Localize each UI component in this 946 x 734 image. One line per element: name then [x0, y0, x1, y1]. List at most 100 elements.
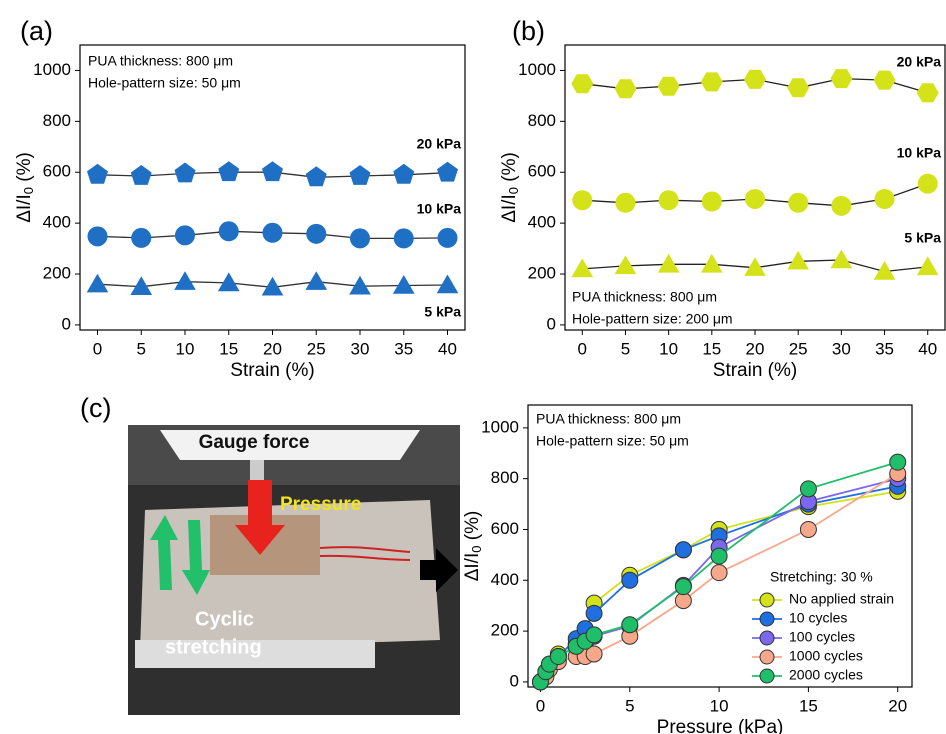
- y-label-unit: (%): [499, 152, 520, 187]
- x-tick-label: 25: [789, 339, 808, 358]
- x-axis-label: Strain (%): [230, 360, 314, 381]
- legend-label: 2000 cycles: [789, 667, 863, 683]
- x-tick-label: 15: [799, 696, 818, 715]
- y-tick-label: 200: [43, 264, 71, 283]
- x-tick-label: 0: [578, 339, 587, 358]
- x-tick-label: 5: [625, 696, 634, 715]
- note: Hole-pattern size: 200 μm: [572, 311, 733, 327]
- x-tick-label: 10: [176, 339, 195, 358]
- figure: Gauge force Pressure Cyclic stretching (…: [0, 0, 946, 734]
- marker: [131, 165, 152, 185]
- marker: [586, 627, 602, 643]
- series-label: 5 kPa: [424, 304, 461, 320]
- series-label: 5 kPa: [904, 230, 941, 246]
- marker: [874, 71, 896, 90]
- x-tick-label: 40: [918, 339, 937, 358]
- marker: [263, 223, 283, 243]
- marker: [711, 548, 727, 564]
- y-axis-label: ΔI/I0 (%): [462, 511, 484, 582]
- marker: [658, 254, 680, 273]
- y-tick-label: 800: [528, 111, 556, 130]
- x-tick-label: 30: [832, 339, 851, 358]
- y-label-main: ΔI/I: [462, 553, 483, 582]
- marker: [615, 79, 637, 98]
- marker: [675, 579, 691, 595]
- marker: [831, 250, 853, 269]
- panel-label: (b): [512, 16, 545, 46]
- x-tick-label: 35: [875, 339, 894, 358]
- y-tick-label: 1000: [481, 417, 519, 436]
- note: PUA thickness: 800 μm: [572, 289, 717, 305]
- y-tick-label: 800: [491, 468, 519, 487]
- y-tick-label: 800: [43, 111, 71, 130]
- series-label: 20 kPa: [417, 135, 462, 151]
- y-tick-label: 600: [491, 519, 519, 538]
- x-tick-label: 35: [394, 339, 413, 358]
- marker: [800, 481, 816, 497]
- marker: [917, 83, 939, 102]
- marker: [701, 254, 723, 273]
- marker: [437, 162, 458, 182]
- note: Hole-pattern size: 50 μm: [88, 75, 241, 91]
- marker: [586, 605, 602, 621]
- marker: [219, 221, 239, 241]
- note: PUA thickness: 800 μm: [88, 53, 233, 69]
- marker: [218, 161, 239, 181]
- marker: [658, 77, 680, 96]
- marker: [306, 224, 326, 244]
- marker: [174, 271, 196, 290]
- y-tick-label: 400: [491, 570, 519, 589]
- x-axis-label: Strain (%): [713, 360, 797, 381]
- marker: [622, 572, 638, 588]
- x-tick-label: 30: [351, 339, 370, 358]
- marker: [394, 228, 414, 248]
- marker: [917, 256, 939, 275]
- y-tick-label: 600: [43, 162, 71, 181]
- marker: [350, 165, 371, 185]
- legend-marker: [760, 650, 774, 664]
- legend-title: Stretching: 30 %: [770, 569, 873, 585]
- y-label-unit: (%): [14, 152, 35, 187]
- y-label-main: ΔI/I: [14, 194, 35, 223]
- x-tick-label: 20: [746, 339, 765, 358]
- legend-marker: [760, 612, 774, 626]
- photo-label: Pressure: [280, 494, 361, 515]
- panel-label: (c): [80, 393, 111, 423]
- y-label-main: ΔI/I: [499, 194, 520, 223]
- y-tick-label: 200: [528, 264, 556, 283]
- marker: [350, 228, 370, 248]
- x-tick-label: 0: [536, 696, 545, 715]
- marker: [659, 190, 679, 210]
- marker: [745, 189, 765, 209]
- legend-label: 1000 cycles: [789, 648, 863, 664]
- marker: [87, 274, 109, 293]
- series-label: 20 kPa: [897, 54, 942, 70]
- marker: [218, 272, 240, 291]
- y-axis-label: ΔI/I0 (%): [499, 152, 521, 223]
- marker: [918, 174, 938, 194]
- marker: [787, 251, 809, 270]
- marker: [675, 542, 691, 558]
- marker: [831, 196, 851, 216]
- x-tick-label: 20: [263, 339, 282, 358]
- x-tick-label: 0: [93, 339, 102, 358]
- note: PUA thickness: 800 μm: [536, 411, 681, 427]
- marker: [615, 255, 637, 274]
- marker: [890, 454, 906, 470]
- marker: [306, 166, 327, 186]
- x-tick-label: 10: [710, 696, 729, 715]
- x-tick-label: 20: [888, 696, 907, 715]
- y-tick-label: 1000: [518, 60, 556, 79]
- y-label-sub: 0: [21, 187, 36, 194]
- marker: [615, 193, 635, 213]
- series-label: 10 kPa: [897, 144, 942, 160]
- marker: [175, 225, 195, 245]
- legend-label: No applied strain: [789, 591, 894, 607]
- y-label-unit: (%): [462, 511, 483, 546]
- y-tick-label: 0: [62, 314, 71, 333]
- x-axis-label: Pressure (kPa): [657, 717, 784, 734]
- y-tick-label: 0: [510, 671, 519, 690]
- x-tick-label: 15: [219, 339, 238, 358]
- legend-label: 100 cycles: [789, 629, 855, 645]
- y-label-sub: 0: [506, 187, 521, 194]
